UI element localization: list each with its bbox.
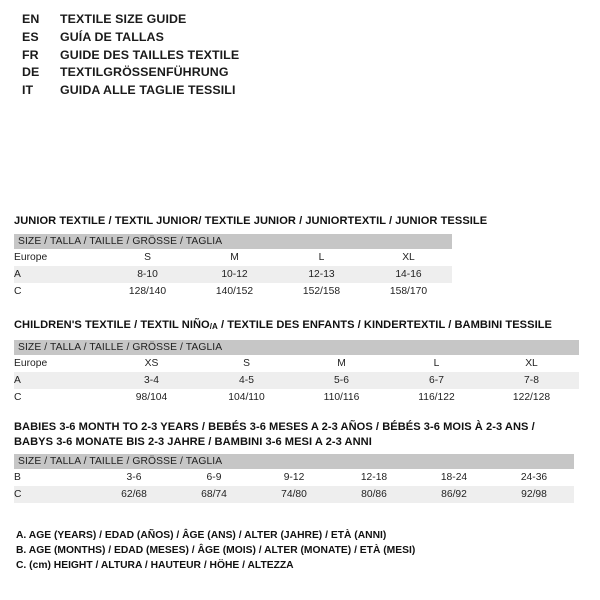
babies-height-4: 80/86 bbox=[334, 486, 414, 503]
children-height-m: 110/116 bbox=[323, 391, 360, 403]
children-age-l: 6-7 bbox=[389, 371, 484, 389]
babies-months-3: 9-12 bbox=[283, 472, 305, 483]
language-code-de: DE bbox=[22, 65, 40, 80]
table-row: A 3-4 4-5 5-6 6-7 7-8 bbox=[14, 371, 579, 389]
babies-size-table: SIZE / TALLA / TAILLE / GRÖSSE / TAGLIA … bbox=[14, 454, 574, 503]
babies-months-5: 18-24 bbox=[440, 472, 468, 483]
children-age-xl: 7-8 bbox=[484, 371, 579, 389]
language-row: FR GUIDE DES TAILLES TEXTILE bbox=[22, 48, 422, 66]
junior-age-l: 12-13 bbox=[278, 265, 365, 283]
children-size-l: L bbox=[433, 357, 440, 369]
junior-age-xl: 14-16 bbox=[365, 265, 452, 283]
language-title-it: GUIDA ALLE TAGLIE TESSILI bbox=[60, 83, 236, 98]
children-size-table: SIZE / TALLA / TAILLE / GRÖSSE / TAGLIA … bbox=[14, 339, 579, 406]
children-height-xl: 122/128 bbox=[512, 391, 551, 403]
legend-line-a: A. AGE (YEARS) / EDAD (AÑOS) / ÂGE (ANS)… bbox=[16, 530, 387, 541]
babies-title-line-2: BABYS 3-6 MONATE BIS 2-3 JAHRE / BAMBINI… bbox=[14, 435, 372, 448]
junior-band-label: SIZE / TALLA / TAILLE / GRÖSSE / TAGLIA bbox=[14, 233, 452, 249]
babies-height-1: 62/68 bbox=[94, 486, 174, 503]
babies-textile-section: BABIES 3-6 MONTH TO 2-3 YEARS / BEBÉS 3-… bbox=[14, 420, 574, 503]
language-code-it: IT bbox=[22, 83, 34, 98]
language-code-es: ES bbox=[22, 29, 39, 44]
children-band-label: SIZE / TALLA / TAILLE / GRÖSSE / TAGLIA bbox=[14, 339, 579, 355]
table-row: A 8-10 10-12 12-13 14-16 bbox=[14, 265, 452, 283]
junior-size-m: M bbox=[230, 251, 239, 263]
children-textile-section: CHILDREN'S TEXTILE / TEXTIL NIÑO/A / TEX… bbox=[14, 318, 579, 406]
children-title-pre: CHILDREN'S TEXTILE / TEXTIL NIÑO bbox=[14, 319, 210, 331]
children-age-m: 5-6 bbox=[294, 371, 389, 389]
babies-months-6: 24-36 bbox=[520, 472, 548, 483]
babies-band-row: SIZE / TALLA / TAILLE / GRÖSSE / TAGLIA bbox=[14, 454, 574, 469]
table-row: Europe S M L XL bbox=[14, 249, 452, 266]
babies-height-6: 92/98 bbox=[494, 486, 574, 503]
table-row: C 62/68 68/74 74/80 80/86 86/92 92/98 bbox=[14, 486, 574, 503]
junior-size-l: L bbox=[318, 251, 325, 263]
junior-size-xl: XL bbox=[402, 251, 415, 263]
children-row-label-a: A bbox=[14, 371, 104, 389]
junior-row-label-a: A bbox=[14, 265, 104, 283]
babies-months-1: 3-6 bbox=[126, 472, 142, 483]
junior-age-s: 8-10 bbox=[104, 265, 191, 283]
children-age-s: 4-5 bbox=[199, 371, 294, 389]
height-diagram: C bbox=[440, 0, 600, 215]
junior-band-row: SIZE / TALLA / TAILLE / GRÖSSE / TAGLIA bbox=[14, 233, 452, 249]
children-age-xs: 3-4 bbox=[104, 371, 199, 389]
babies-height-2: 68/74 bbox=[174, 486, 254, 503]
junior-section-title: JUNIOR TEXTILE / TEXTIL JUNIOR/ TEXTILE … bbox=[14, 215, 488, 227]
measurement-legend: A. AGE (YEARS) / EDAD (AÑOS) / ÂGE (ANS)… bbox=[16, 528, 536, 574]
babies-section-title: BABIES 3-6 MONTH TO 2-3 YEARS / BEBÉS 3-… bbox=[14, 420, 574, 449]
children-size-xl: XL bbox=[525, 357, 538, 369]
babies-height-3: 74/80 bbox=[254, 486, 334, 503]
babies-title-line-1: BABIES 3-6 MONTH TO 2-3 YEARS / BEBÉS 3-… bbox=[14, 421, 535, 433]
children-size-xs: XS bbox=[144, 357, 159, 369]
legend-line-c: C. (cm) HEIGHT / ALTURA / HAUTEUR / HÖHE… bbox=[16, 560, 294, 572]
junior-height-l: 152/158 bbox=[302, 285, 341, 297]
junior-size-table: SIZE / TALLA / TAILLE / GRÖSSE / TAGLIA … bbox=[14, 233, 452, 300]
children-section-title: CHILDREN'S TEXTILE / TEXTIL NIÑO/A / TEX… bbox=[14, 318, 579, 335]
children-title-post: / TEXTILE DES ENFANTS / KINDERTEXTIL / B… bbox=[217, 319, 552, 331]
babies-months-4: 12-18 bbox=[360, 472, 388, 483]
language-title-es: GUÍA DE TALLAS bbox=[60, 29, 164, 44]
language-title-en: TEXTILE SIZE GUIDE bbox=[60, 12, 187, 26]
language-row: ES GUÍA DE TALLAS bbox=[22, 30, 422, 48]
language-code-en: EN bbox=[22, 12, 40, 26]
babies-band-label: SIZE / TALLA / TAILLE / GRÖSSE / TAGLIA bbox=[14, 454, 574, 469]
children-size-s: S bbox=[243, 357, 250, 369]
children-row-label-europe: Europe bbox=[14, 357, 48, 369]
legend-line-b: B. AGE (MONTHS) / EDAD (MESES) / ÂGE (MO… bbox=[16, 545, 416, 557]
language-row: IT GUIDA ALLE TAGLIE TESSILI bbox=[22, 83, 422, 101]
junior-textile-section: JUNIOR TEXTILE / TEXTIL JUNIOR/ TEXTILE … bbox=[14, 214, 487, 300]
table-row: C 98/104 104/110 110/116 116/122 122/128 bbox=[14, 389, 579, 406]
junior-height-xl: 158/170 bbox=[389, 285, 428, 297]
children-height-l: 116/122 bbox=[418, 391, 455, 403]
junior-row-label-c: C bbox=[14, 285, 22, 297]
junior-height-m: 140/152 bbox=[215, 285, 254, 297]
language-row: EN TEXTILE SIZE GUIDE bbox=[22, 12, 422, 30]
junior-age-m: 10-12 bbox=[191, 265, 278, 283]
table-row: B 3-6 6-9 9-12 12-18 18-24 24-36 bbox=[14, 469, 574, 486]
language-row: DE TEXTILGRÖSSENFÜHRUNG bbox=[22, 65, 422, 83]
children-size-m: M bbox=[337, 357, 346, 369]
children-row-label-c: C bbox=[14, 391, 22, 403]
children-height-xs: 98/104 bbox=[135, 391, 168, 403]
junior-row-label-europe: Europe bbox=[14, 251, 48, 263]
language-title-block: EN TEXTILE SIZE GUIDE ES GUÍA DE TALLAS … bbox=[22, 12, 422, 101]
babies-months-2: 6-9 bbox=[206, 472, 222, 483]
children-height-s: 104/110 bbox=[228, 391, 265, 403]
table-row: Europe XS S M L XL bbox=[14, 355, 579, 372]
children-band-row: SIZE / TALLA / TAILLE / GRÖSSE / TAGLIA bbox=[14, 339, 579, 355]
babies-row-label-b: B bbox=[14, 472, 21, 483]
language-title-fr: GUIDE DES TAILLES TEXTILE bbox=[60, 47, 240, 62]
babies-row-label-c: C bbox=[14, 486, 94, 503]
children-title-sub: /A bbox=[209, 322, 218, 331]
language-code-fr: FR bbox=[22, 47, 39, 62]
babies-height-5: 86/92 bbox=[414, 486, 494, 503]
language-title-de: TEXTILGRÖSSENFÜHRUNG bbox=[60, 65, 229, 80]
junior-size-s: S bbox=[144, 251, 151, 263]
table-row: C 128/140 140/152 152/158 158/170 bbox=[14, 283, 452, 300]
junior-height-s: 128/140 bbox=[128, 285, 167, 297]
